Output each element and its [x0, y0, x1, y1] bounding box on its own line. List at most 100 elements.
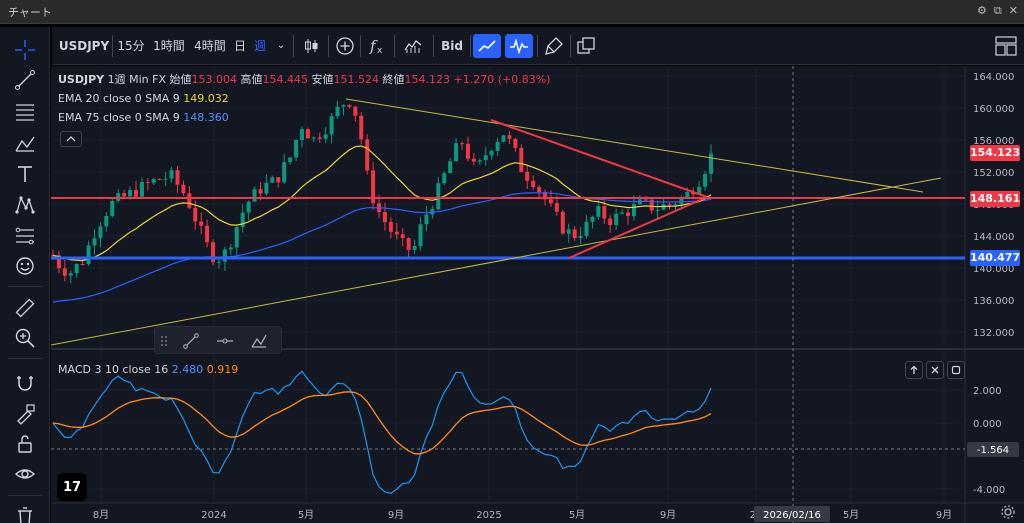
- price-tick-label: 140.000: [973, 264, 1014, 275]
- candle-body: [74, 264, 79, 274]
- ema75-legend-row[interactable]: EMA 75 close 0 SMA 9 148.360: [58, 108, 550, 127]
- templates-icon[interactable]: [400, 34, 426, 58]
- popout-icon[interactable]: ⧉: [993, 4, 1002, 17]
- macd-legend[interactable]: MACD 3 10 close 16 2.480 0.919: [58, 363, 238, 376]
- chart-canvas[interactable]: 164.000160.000156.000152.000148.000144.0…: [51, 66, 1024, 523]
- tradingview-logo[interactable]: 17: [57, 473, 87, 501]
- zoom-in-icon[interactable]: [12, 325, 38, 351]
- pulse-wave-active-icon[interactable]: [505, 34, 533, 58]
- fib-retracement-icon[interactable]: [12, 99, 38, 125]
- time-tick-label: 2025: [476, 510, 501, 521]
- xabcd-pattern-icon[interactable]: [12, 192, 38, 218]
- candle-body: [68, 273, 73, 276]
- trash-icon[interactable]: [12, 503, 38, 523]
- macd-signal-value: 0.919: [206, 363, 239, 376]
- candle-body: [181, 184, 186, 194]
- gear-icon[interactable]: [998, 502, 1018, 522]
- ema75-legend-label: EMA 75 close 0 SMA 9: [58, 111, 180, 124]
- trend-line-icon[interactable]: [12, 67, 38, 93]
- macd-legend-value: 2.480: [171, 363, 204, 376]
- interval-day[interactable]: 日: [233, 39, 246, 53]
- candle-chart-type-icon[interactable]: [298, 34, 324, 58]
- text-tool-icon[interactable]: [12, 161, 38, 187]
- price-tick-label: 152.000: [973, 168, 1014, 179]
- pane-move-up-button[interactable]: [905, 361, 923, 379]
- brush-icon[interactable]: [541, 34, 567, 58]
- candle-body: [590, 216, 595, 222]
- interval-4h[interactable]: 4時間: [194, 39, 226, 53]
- magnet-icon[interactable]: [12, 370, 38, 396]
- resistance-trendline[interactable]: [345, 98, 924, 193]
- bid-button[interactable]: Bid: [441, 39, 463, 53]
- window-title: チャート: [8, 6, 52, 19]
- layouts-icon[interactable]: [573, 34, 599, 58]
- window-controls: ⚙ ⧉ ✕: [977, 4, 1018, 18]
- svg-text:x: x: [377, 46, 383, 56]
- chevron-down-icon[interactable]: ⌄: [276, 40, 286, 51]
- candle-body: [614, 213, 619, 225]
- crosshair-icon[interactable]: [12, 37, 38, 63]
- toolbar-divider: [537, 35, 538, 57]
- candle-body: [205, 225, 210, 243]
- interval-1h[interactable]: 1時間: [153, 39, 185, 53]
- legend-symbol[interactable]: USDJPY: [58, 73, 105, 86]
- legend-open-value: 153.004: [191, 73, 238, 86]
- legend-high-value: 154.445: [262, 73, 309, 86]
- lock-drawing-icon[interactable]: [12, 401, 38, 427]
- float-trend-line-icon[interactable]: [179, 331, 203, 351]
- triangle-upper-line[interactable]: [490, 119, 708, 198]
- time-tick-label: 5月: [843, 509, 859, 521]
- legend-collapse-button[interactable]: [60, 131, 82, 147]
- candle-body: [62, 268, 67, 276]
- candle-body: [234, 227, 239, 248]
- candle-body: [596, 206, 601, 217]
- float-pattern-icon[interactable]: [247, 331, 271, 351]
- close-icon[interactable]: ✕: [1008, 4, 1018, 17]
- interval-week[interactable]: 週: [253, 39, 266, 53]
- pane-close-button[interactable]: [926, 361, 944, 379]
- settings-icon[interactable]: ⚙: [977, 4, 987, 17]
- interval-15m[interactable]: 15分: [117, 39, 145, 53]
- candle-body: [608, 218, 613, 225]
- candle-body: [305, 129, 310, 139]
- candle-body: [460, 143, 465, 145]
- legend-low-label: 安値: [311, 73, 334, 86]
- candle-body: [703, 173, 708, 187]
- candle-body: [584, 221, 589, 236]
- toolbar-divider: [328, 35, 329, 57]
- ruler-icon[interactable]: [12, 295, 38, 321]
- candle-body: [246, 201, 251, 213]
- candle-body: [483, 155, 488, 161]
- toolbar-divider: [293, 35, 294, 57]
- ohlc-legend-row: USDJPY 1週 Min FX 始値153.004 高値154.445 安値1…: [58, 70, 550, 89]
- candle-body: [400, 234, 405, 239]
- candle-body: [697, 186, 702, 195]
- trend-line-active-icon[interactable]: [473, 34, 501, 58]
- candle-body: [199, 221, 204, 226]
- candle-body: [222, 249, 227, 262]
- ema20-legend-row[interactable]: EMA 20 close 0 SMA 9 149.032: [58, 89, 550, 108]
- toolbar-divider: [360, 35, 361, 57]
- unlock-icon[interactable]: [12, 431, 38, 457]
- triangle-lower-line[interactable]: [568, 196, 708, 259]
- candlestick-series: [51, 100, 713, 284]
- candle-body: [288, 157, 293, 163]
- candle-body: [519, 147, 524, 172]
- symbol-button[interactable]: USDJPY: [58, 39, 110, 53]
- toolbar-divider: [112, 35, 113, 57]
- float-horizontal-ray-icon[interactable]: [213, 331, 237, 351]
- candle-body: [80, 264, 85, 266]
- candle-body: [104, 215, 109, 227]
- pattern-icon[interactable]: [12, 131, 38, 157]
- price-tick-label: 156.000: [973, 136, 1014, 147]
- prediction-icon[interactable]: [12, 223, 38, 249]
- pane-maximize-button[interactable]: [947, 361, 965, 379]
- emoji-icon[interactable]: [12, 253, 38, 279]
- add-compare-icon[interactable]: [332, 34, 358, 58]
- multi-chart-layout-icon[interactable]: [992, 34, 1020, 58]
- eye-icon[interactable]: [12, 461, 38, 487]
- drag-handle-icon[interactable]: [157, 331, 171, 351]
- candle-body: [86, 245, 91, 265]
- candle-body: [175, 170, 180, 185]
